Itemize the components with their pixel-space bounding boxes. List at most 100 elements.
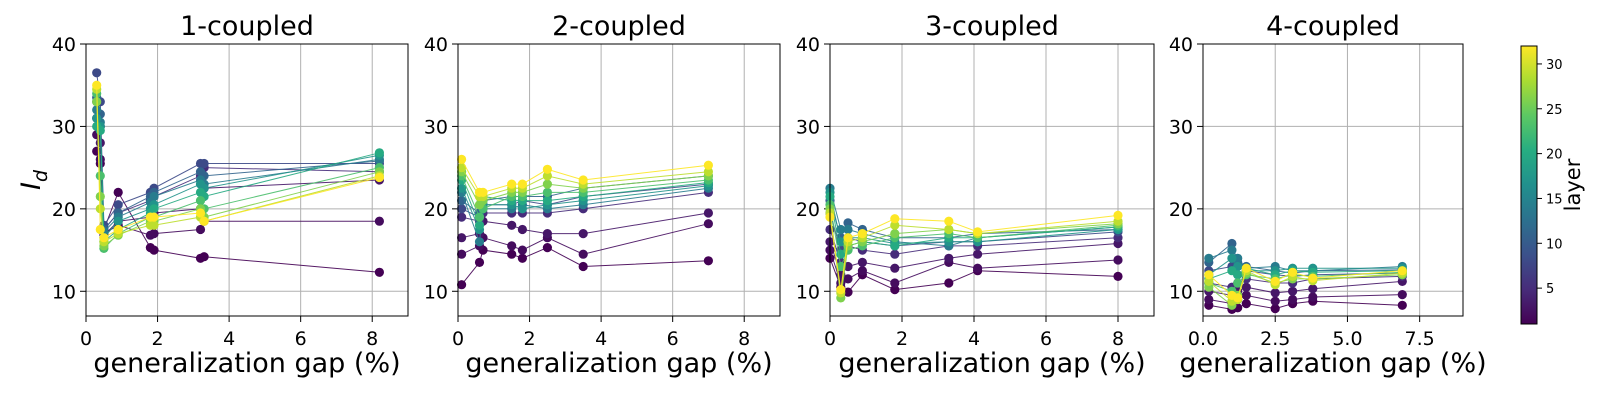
y-tick-label: 40 (1169, 34, 1193, 56)
data-point (149, 191, 159, 202)
x-tick-label: 6 (667, 328, 679, 350)
data-point (517, 245, 528, 255)
data-point (457, 280, 467, 290)
series-line-layer-3 (96, 118, 380, 237)
data-point (113, 224, 123, 235)
series-group (92, 68, 384, 277)
y-tick-label: 40 (424, 34, 448, 56)
data-point (95, 154, 105, 164)
data-point (1113, 271, 1123, 281)
data-point (890, 241, 900, 251)
panel-title: 1-coupled (180, 11, 314, 42)
x-tick-label: 2 (152, 328, 164, 350)
series-line-layer-32 (829, 214, 1119, 290)
x-tick-label: 4 (223, 328, 235, 350)
data-point (703, 219, 714, 229)
data-point (973, 227, 983, 237)
y-tick-label: 20 (52, 199, 76, 221)
y-tick-label: 40 (52, 34, 76, 56)
data-point (542, 243, 553, 253)
data-point (1241, 282, 1251, 292)
data-point (1233, 293, 1243, 303)
data-point (457, 249, 467, 259)
data-point (1288, 294, 1298, 305)
x-tick-label: 7.5 (1405, 328, 1435, 350)
data-point (199, 216, 209, 226)
y-tick-label: 40 (796, 34, 820, 56)
data-point (1308, 292, 1318, 302)
colorbar-tick-label: 20 (1546, 148, 1563, 163)
x-tick-label: 8 (738, 328, 750, 350)
data-point (195, 196, 206, 206)
y-tick-label: 30 (424, 116, 448, 138)
series-line-layer-1 (96, 151, 380, 273)
plot-frame (829, 43, 1155, 317)
data-point (1204, 270, 1214, 280)
data-point (1270, 304, 1280, 314)
y-tick-label: 30 (52, 116, 76, 138)
data-point (542, 229, 553, 239)
data-point (92, 68, 102, 78)
colorbar-tick-label: 5 (1546, 282, 1554, 297)
data-point (199, 158, 209, 169)
data-point (1204, 276, 1214, 286)
data-point (457, 163, 467, 173)
x-tick-label: 0 (80, 328, 92, 350)
data-point (578, 229, 588, 239)
data-point (195, 224, 206, 235)
series-group (457, 154, 714, 290)
data-point (113, 200, 123, 210)
colorbar-label: layer (1561, 158, 1585, 211)
colorbar-tick-label: 25 (1546, 103, 1563, 118)
data-point (478, 187, 488, 197)
data-point (944, 253, 954, 263)
data-point (1308, 273, 1318, 283)
panel-3: 0 2 4 6 8 10 20 30 40 3-coupled generalization gap… (796, 11, 1155, 379)
data-point (578, 249, 588, 259)
data-point (474, 212, 485, 222)
data-point (457, 204, 467, 214)
data-point (1288, 286, 1298, 296)
data-point (92, 80, 102, 90)
data-point (95, 171, 105, 181)
data-point (517, 253, 528, 263)
data-point (843, 274, 853, 284)
data-point (457, 233, 467, 243)
data-point (857, 266, 868, 276)
series-line-layer-26 (96, 101, 380, 247)
data-point (517, 204, 528, 214)
data-point (474, 257, 485, 267)
series-line-layer-2 (96, 134, 380, 236)
data-point (507, 241, 517, 251)
colorbar-gradient (1520, 45, 1538, 325)
series-group (1204, 238, 1407, 314)
data-point (857, 257, 868, 267)
data-point (890, 249, 900, 259)
data-point (890, 220, 900, 230)
data-point (944, 216, 954, 226)
x-tick-label: 6 (295, 328, 307, 350)
data-point (836, 261, 846, 272)
x-tick-label: 5.0 (1332, 328, 1362, 350)
panel-1: 0 2 4 6 8 10 20 30 40 1-coupled generalization gap… (52, 11, 409, 379)
data-point (703, 160, 714, 170)
data-point (374, 172, 384, 183)
data-point (474, 237, 485, 247)
y-tick-label: 10 (52, 281, 76, 303)
data-point (857, 229, 868, 239)
panel-4: 0.0 2.5 5.0 7.5 10 20 30 40 4-coupled generalizat… (1169, 11, 1487, 379)
data-point (1397, 300, 1407, 310)
panel-title: 3-coupled (925, 11, 1059, 42)
data-point (507, 220, 517, 230)
panel-title: 2-coupled (552, 11, 686, 42)
colorbar-tick-label: 15 (1546, 192, 1563, 207)
data-point (1241, 299, 1251, 309)
x-tick-label: 2 (524, 328, 536, 350)
data-point (843, 233, 853, 243)
y-tick-label: 10 (1169, 281, 1193, 303)
series-group (825, 183, 1123, 303)
colorbar-tick-label: 30 (1546, 58, 1563, 73)
data-point (890, 229, 900, 239)
data-point (578, 175, 588, 185)
